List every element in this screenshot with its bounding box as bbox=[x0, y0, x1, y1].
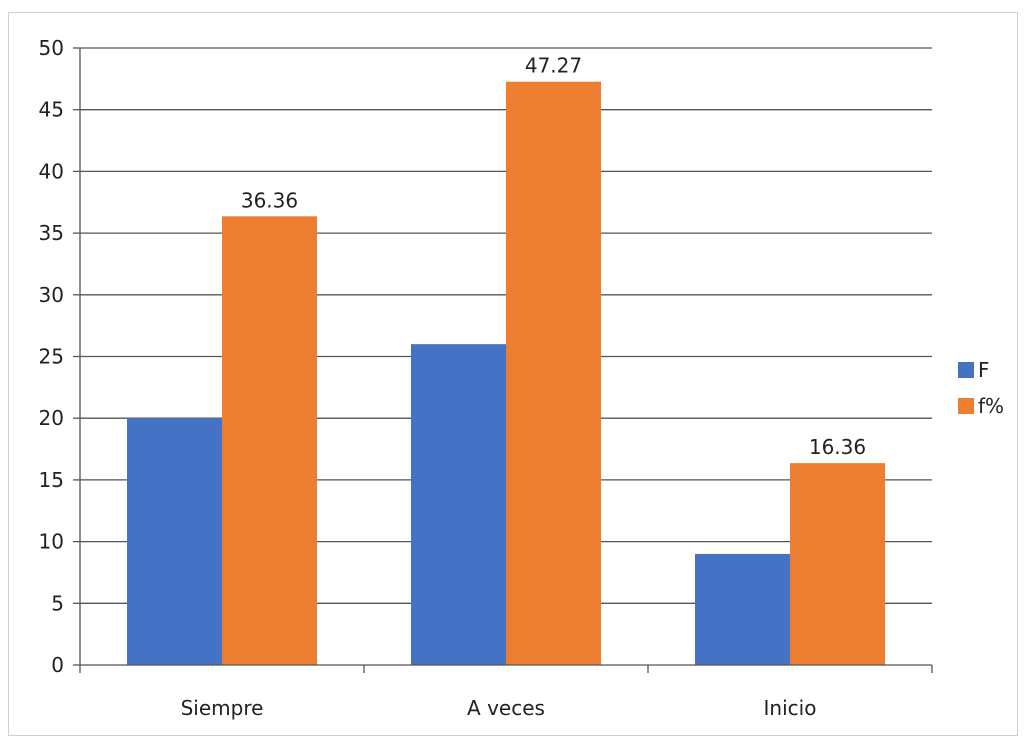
y-tick-label: 20 bbox=[39, 406, 64, 430]
x-tick-label: Inicio bbox=[764, 696, 817, 720]
legend-item-fpct: f% bbox=[958, 388, 1018, 424]
x-tick-label: A veces bbox=[467, 696, 545, 720]
x-tick-label: Siempre bbox=[181, 696, 264, 720]
bar-fpct bbox=[506, 81, 601, 665]
legend-swatch-f bbox=[958, 362, 974, 378]
y-tick-label: 50 bbox=[39, 36, 64, 60]
data-label: 36.36 bbox=[241, 188, 298, 212]
data-labels: 36.36 47.27 16.36 bbox=[241, 54, 866, 459]
legend: F f% bbox=[958, 352, 1018, 424]
bar-fpct bbox=[790, 463, 885, 665]
legend-label-f: F bbox=[978, 358, 990, 382]
legend-item-f: F bbox=[958, 352, 1018, 388]
bar-f bbox=[411, 344, 506, 665]
bar-fpct bbox=[222, 216, 317, 665]
x-tick-labels: Siempre A veces Inicio bbox=[181, 696, 817, 720]
y-tick-label: 15 bbox=[39, 468, 64, 492]
bars bbox=[127, 81, 885, 665]
data-label: 47.27 bbox=[525, 54, 582, 78]
bar-f bbox=[127, 418, 222, 665]
data-label: 16.36 bbox=[809, 435, 866, 459]
y-tick-labels: 0 5 10 15 20 25 30 35 40 45 50 bbox=[39, 36, 64, 677]
legend-swatch-fpct bbox=[958, 398, 974, 414]
y-tick-label: 45 bbox=[39, 98, 64, 122]
axes bbox=[79, 48, 933, 673]
y-tick-label: 40 bbox=[39, 159, 64, 183]
y-tick-label: 30 bbox=[39, 283, 64, 307]
bar-f bbox=[695, 553, 790, 665]
y-tick-label: 0 bbox=[51, 653, 64, 677]
y-tick-label: 25 bbox=[39, 345, 64, 369]
y-tick-label: 35 bbox=[39, 221, 64, 245]
y-tick-label: 10 bbox=[39, 530, 64, 554]
legend-label-fpct: f% bbox=[978, 394, 1005, 418]
y-tick-label: 5 bbox=[51, 591, 64, 615]
